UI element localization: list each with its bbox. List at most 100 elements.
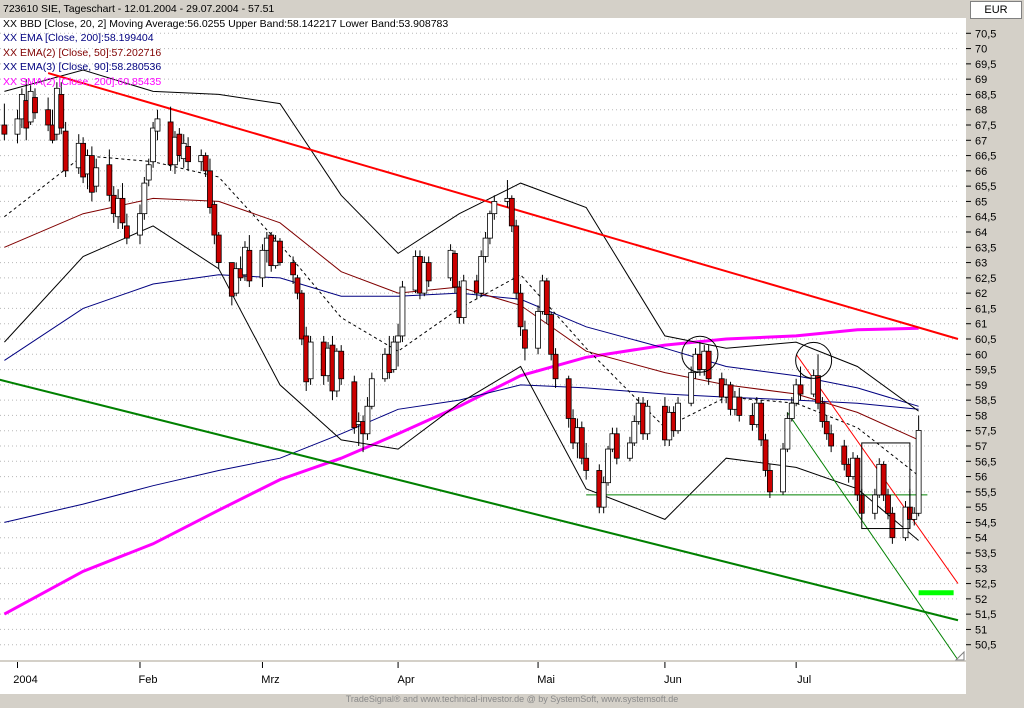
- y-tick-label: 53,5: [975, 548, 996, 560]
- y-tick-label: 62: [975, 288, 987, 300]
- legend-prefix: XX: [3, 46, 18, 59]
- y-tick-label: 55: [975, 502, 987, 514]
- y-tick-label: 52,5: [975, 579, 996, 591]
- candle-body: [45, 109, 52, 126]
- indicator-line: [4, 384, 919, 523]
- candle-body: [58, 94, 65, 129]
- candle-body: [1, 124, 8, 135]
- candle-body: [543, 280, 550, 315]
- candle-body: [522, 329, 528, 349]
- y-tick-label: 65,5: [975, 181, 996, 193]
- candle-body: [141, 182, 148, 215]
- y-tick-label: 54,5: [975, 517, 996, 529]
- footer-credit: TradeSignal® and www.technical-investor.…: [345, 694, 679, 704]
- plot-area[interactable]: [0, 18, 958, 660]
- candle-body: [290, 262, 296, 276]
- legend-item-bbd[interactable]: XX BBD [Close, 20, 2] Moving Average:56.…: [3, 17, 448, 32]
- legend-item-ema200[interactable]: XX EMA [Close, 200]:58.199404: [3, 31, 448, 46]
- currency-label[interactable]: EUR: [970, 1, 1022, 19]
- downtrend-resistance-line: [47, 72, 959, 340]
- y-tick-label: 66: [975, 166, 987, 178]
- candle-body: [338, 350, 345, 380]
- x-tick-label: 2004: [13, 674, 37, 686]
- annotation-shapes[interactable]: [681, 335, 911, 530]
- candle-body: [351, 381, 358, 429]
- y-tick-label: 55,5: [975, 487, 996, 499]
- y-axis-panel: [966, 18, 1024, 694]
- y-tick-label: 69,5: [975, 59, 996, 71]
- candle-body: [736, 396, 743, 416]
- candle-body: [246, 249, 253, 282]
- candle-body: [508, 197, 515, 227]
- y-axis-ticks: 50,5 51 51,5 52 52,5 53 53,5 54 54,5 55 55,5 56 56,5…: [966, 28, 996, 652]
- candle-body: [583, 457, 590, 471]
- candle-body: [788, 402, 795, 419]
- candle-body: [819, 402, 826, 422]
- y-tick-label: 70,5: [975, 28, 996, 40]
- x-tick-label: Feb: [138, 674, 157, 686]
- candle-body: [150, 127, 157, 163]
- candle-body: [823, 421, 830, 435]
- candle-body: [915, 430, 922, 514]
- candle-body: [780, 448, 786, 493]
- top-circle-june: [681, 335, 719, 373]
- candle-body: [675, 402, 681, 432]
- candle-body: [368, 378, 375, 407]
- candle-body: [885, 494, 891, 514]
- y-tick-label: 51: [975, 624, 987, 636]
- y-tick-label: 60,5: [975, 334, 996, 346]
- legend-item-ema3-90[interactable]: XX EMA(3) [Close, 90]:58.280536: [3, 60, 448, 75]
- legend-prefix: XX: [3, 17, 18, 30]
- legend-ema2-50-text: EMA(2) [Close, 50]:57.202716: [19, 46, 162, 59]
- candle-body: [766, 470, 773, 493]
- legend-prefix: XX: [3, 75, 18, 88]
- candle-body: [565, 378, 572, 419]
- candle-body: [911, 512, 918, 520]
- y-tick-label: 57,5: [975, 426, 996, 438]
- candle-body: [491, 201, 498, 215]
- resize-grip-icon[interactable]: [954, 650, 965, 661]
- candle-body: [145, 164, 152, 181]
- top-circle-july: [795, 341, 833, 379]
- candle-body: [277, 240, 283, 263]
- candle-body: [106, 164, 113, 196]
- trendline-drawings[interactable]: [0, 72, 959, 661]
- candle-body: [154, 118, 161, 132]
- candle-body: [233, 268, 240, 294]
- candle-body: [460, 280, 467, 318]
- candle-body: [828, 433, 835, 447]
- y-tick-label: 59: [975, 380, 987, 392]
- candle-body: [627, 442, 633, 459]
- candle-body: [395, 335, 401, 343]
- candle-body: [902, 506, 909, 539]
- legend-item-sma2-200[interactable]: XX SMA(2) [Close, 200]:60.85435: [3, 75, 448, 90]
- candle-body: [535, 311, 541, 349]
- candle-body: [854, 457, 861, 496]
- candle-body: [215, 234, 222, 263]
- x-tick-label: Mai: [537, 674, 555, 686]
- legend-prefix: XX: [3, 32, 18, 44]
- candle-body: [688, 372, 695, 404]
- y-tick-label: 58,5: [975, 395, 996, 407]
- candle-body: [880, 463, 887, 496]
- legend-sma2-200-text: SMA(2) [Close, 200]:60.85435: [19, 75, 162, 88]
- candle-body: [119, 197, 126, 224]
- x-axis-panel: [0, 662, 966, 694]
- candle-body: [552, 353, 559, 380]
- y-tick-label: 64: [975, 227, 987, 239]
- candle-body: [185, 145, 192, 163]
- y-tick-label: 67,5: [975, 120, 996, 132]
- candle-body: [631, 421, 638, 444]
- y-tick-label: 59,5: [975, 365, 996, 377]
- y-tick-label: 56,5: [975, 456, 996, 468]
- candle-body: [758, 402, 765, 441]
- y-tick-label: 50,5: [975, 640, 996, 652]
- candle-body: [390, 341, 397, 370]
- x-tick-label: Apr: [398, 674, 415, 686]
- y-tick-label: 61,5: [975, 303, 996, 315]
- y-tick-label: 68,5: [975, 89, 996, 101]
- legend-item-ema2-50[interactable]: XX EMA(2) [Close, 50]:57.202716: [3, 46, 448, 61]
- candle-body: [425, 262, 432, 282]
